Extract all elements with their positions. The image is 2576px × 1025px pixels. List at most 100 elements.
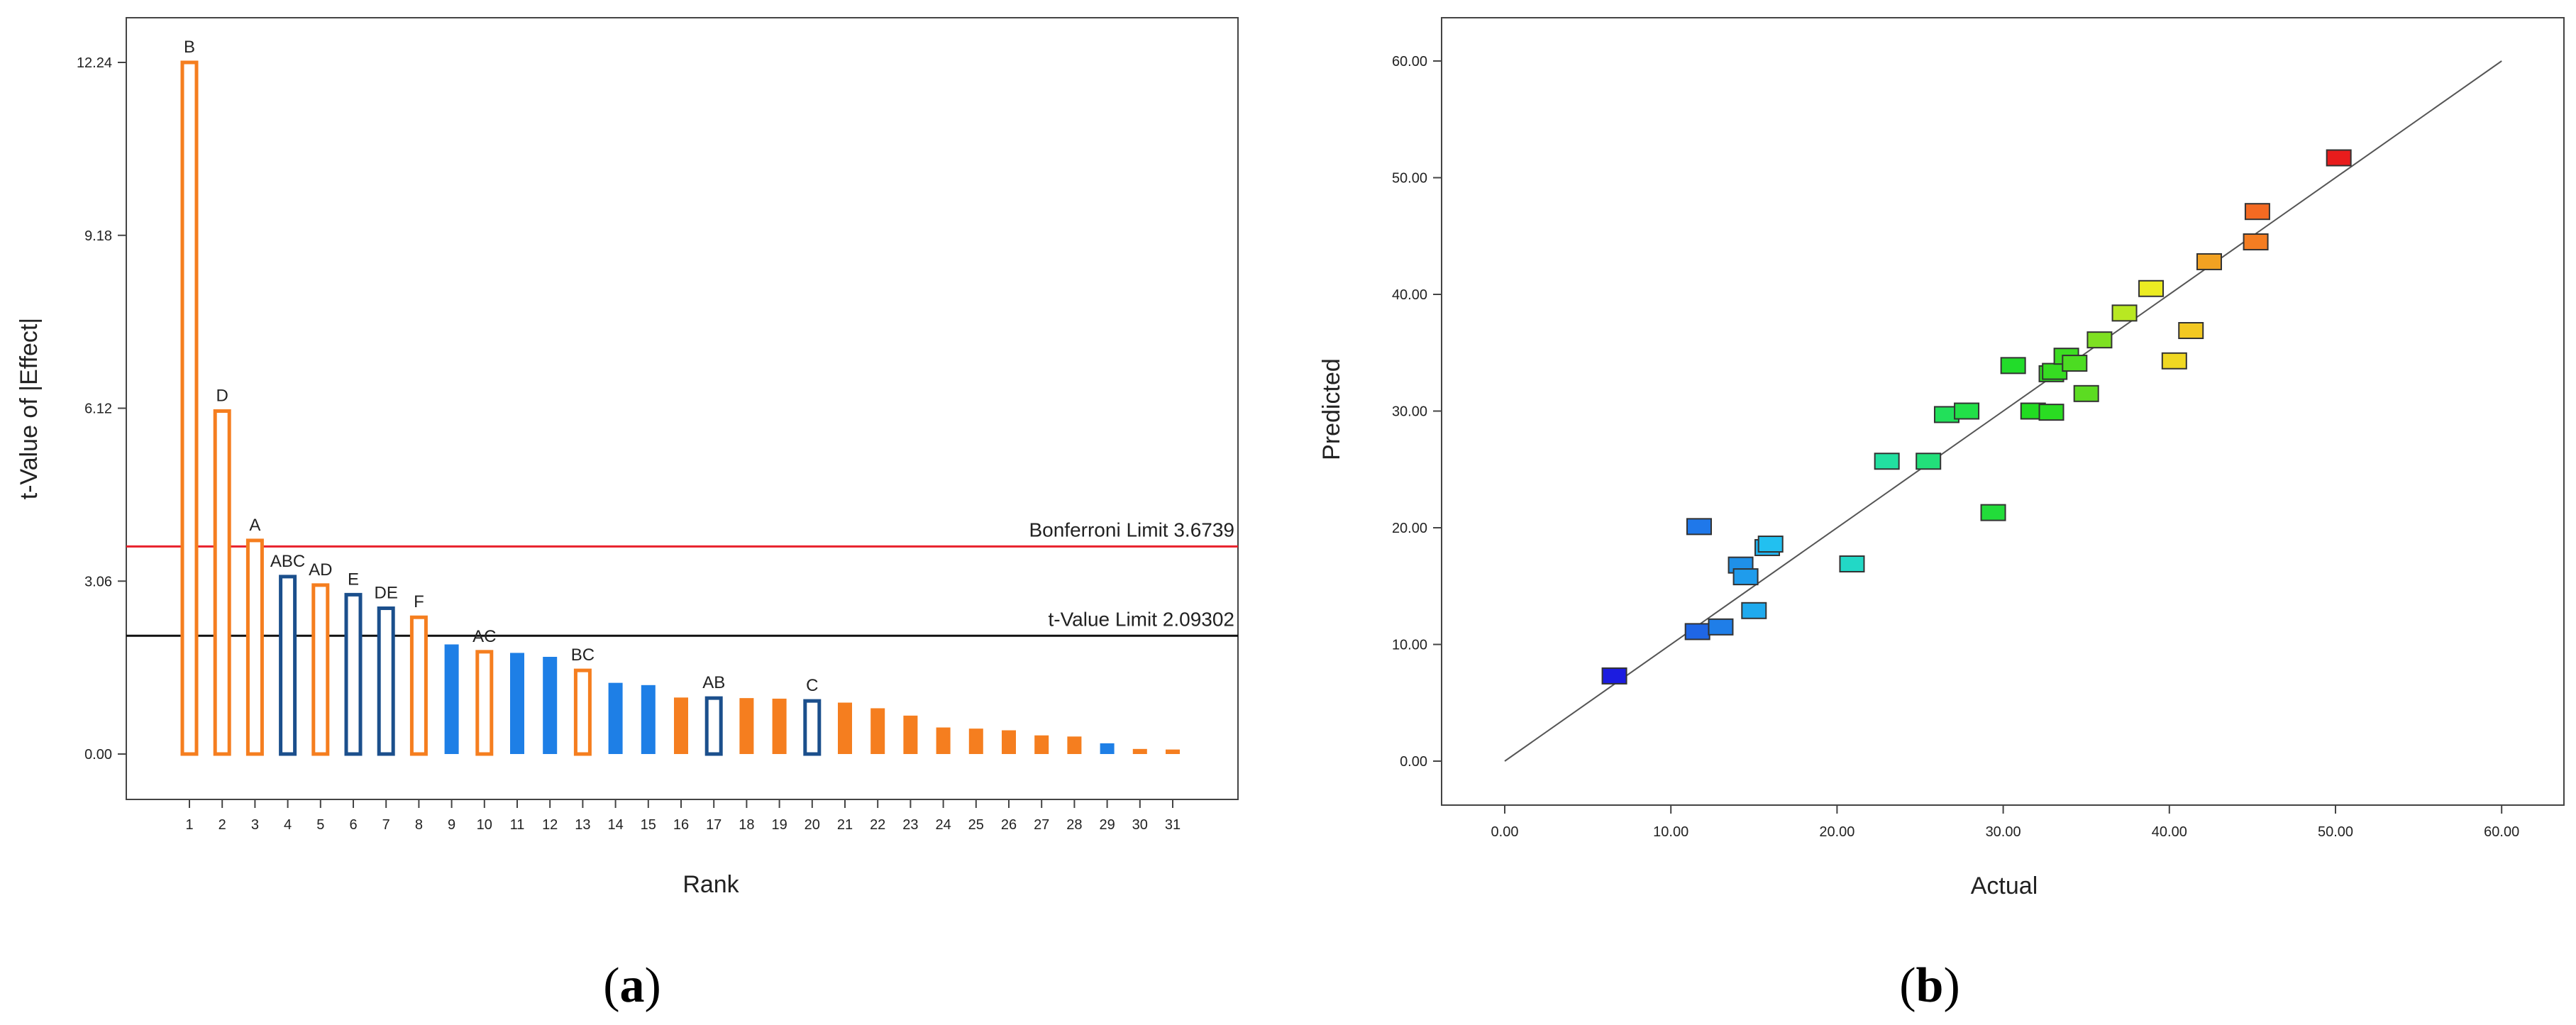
chart-a-limit-label: Bonferroni Limit 3.6739 — [1029, 519, 1234, 541]
chart-b-point — [2243, 233, 2269, 250]
chart-a-bar — [213, 409, 231, 756]
chart-a-x-tick-label: 7 — [382, 817, 390, 833]
chart-a-bar — [180, 60, 199, 756]
chart-a-x-tick-label: 19 — [771, 817, 787, 833]
chart-b-point — [2038, 404, 2064, 421]
chart-b-y-tick-label: 0.00 — [1400, 754, 1427, 770]
chart-a-x-tick-label: 20 — [805, 817, 820, 833]
chart-b-x-tick-label: 0.00 — [1491, 824, 1519, 840]
chart-b-point — [1732, 568, 1759, 586]
chart-a-bar — [704, 696, 723, 756]
chart-a-bar-label: AD — [309, 560, 332, 580]
chart-a-x-tick-label: 29 — [1099, 817, 1115, 833]
chart-b-point — [2111, 304, 2138, 322]
panel-b-caption: (b) — [1899, 958, 1960, 1013]
chart-a-x-tick-label: 13 — [575, 817, 590, 833]
chart-a-bar — [409, 615, 428, 756]
chart-b-point — [2244, 203, 2270, 221]
chart-b-y-tick-label: 50.00 — [1392, 171, 1427, 187]
chart-a-x-tick-label: 2 — [219, 817, 226, 833]
chart-b-point — [1954, 402, 1980, 420]
chart-a-bar — [870, 708, 885, 754]
chart-a-y-tick-label: 3.06 — [84, 574, 112, 589]
chart-a-x-tick-label: 18 — [739, 817, 754, 833]
chart-a-bar — [510, 653, 524, 754]
chart-a-bar — [1166, 749, 1180, 754]
chart-b-point — [1874, 453, 1900, 470]
chart-a-x-tick-label: 4 — [284, 817, 292, 833]
chart-a-bar — [903, 715, 918, 754]
chart-a-x-tick-label: 17 — [706, 817, 722, 833]
chart-a-x-tick-label: 26 — [1001, 817, 1017, 833]
chart-b-point — [1757, 536, 1784, 553]
chart-b-point — [2086, 331, 2113, 349]
chart-a-bar — [475, 650, 494, 756]
chart-b-x-tick-label: 20.00 — [1819, 824, 1854, 840]
chart-b-point — [2326, 149, 2352, 167]
chart-a-x-tick-label: 15 — [641, 817, 656, 833]
chart-a-x-tick-label: 1 — [185, 817, 193, 833]
chart-a-bar — [1002, 730, 1016, 754]
chart-a-bar — [573, 668, 592, 756]
chart-b-point — [1916, 453, 1942, 470]
chart-b-y-tick-label: 40.00 — [1392, 287, 1427, 303]
chart-a-bar — [311, 583, 330, 756]
chart-b-x-tick-label: 50.00 — [2318, 824, 2353, 840]
chart-a-bar — [1132, 748, 1147, 754]
chart-b-point — [1601, 667, 1627, 685]
chart-b-point — [1686, 518, 1713, 536]
chart-a-bar — [279, 575, 297, 756]
chart-a-bar — [344, 592, 363, 756]
chart-a-x-tick-label: 5 — [316, 817, 324, 833]
chart-b-point — [1684, 623, 1710, 641]
chart-b-point — [2196, 253, 2223, 270]
chart-a-bar — [377, 606, 395, 756]
chart-a-y-axis-label: t-Value of |Effect| — [16, 318, 43, 499]
chart-a-x-tick-label: 22 — [870, 817, 885, 833]
chart-b-point — [1980, 504, 2006, 521]
chart-b-x-tick-label: 40.00 — [2152, 824, 2187, 840]
chart-a-bar — [245, 538, 264, 756]
chart-b-point — [2161, 352, 2187, 370]
chart-a-bar — [444, 644, 459, 754]
chart-a-bar — [1100, 743, 1115, 754]
chart-a-y-tick-label: 0.00 — [84, 747, 112, 763]
chart-b-y-tick-label: 60.00 — [1392, 54, 1427, 70]
chart-a-x-tick-label: 8 — [415, 817, 423, 833]
chart-a-bar — [936, 727, 951, 754]
chart-a-x-tick-label: 24 — [935, 817, 951, 833]
chart-a-bar — [772, 698, 787, 754]
panel-a-caption: (a) — [603, 958, 661, 1013]
chart-a-y-tick-label: 6.12 — [84, 401, 112, 417]
chart-a-bar — [543, 656, 558, 754]
chart-b-point — [2178, 321, 2204, 339]
chart-a-x-tick-label: 31 — [1165, 817, 1181, 833]
chart-a-x-tick-label: 25 — [968, 817, 984, 833]
chart-b-point — [2062, 355, 2088, 372]
chart-a-x-tick-label: 9 — [448, 817, 455, 833]
chart-a-bar-label: BC — [571, 646, 595, 665]
chart-a-x-tick-label: 23 — [902, 817, 918, 833]
chart-a-bar-label: D — [216, 386, 228, 405]
chart-b-y-axis-label: Predicted — [1318, 358, 1345, 460]
chart-a-bar-label: AC — [472, 627, 496, 646]
chart-a-x-tick-label: 10 — [477, 817, 492, 833]
chart-b-point — [1708, 618, 1734, 636]
chart-a-bar-label: F — [414, 592, 424, 611]
chart-b-y-tick-label: 20.00 — [1392, 521, 1427, 536]
chart-a-bar-label: E — [348, 570, 359, 589]
chart-b-x-tick-label: 30.00 — [1986, 824, 2021, 840]
chart-a-x-tick-label: 14 — [607, 817, 623, 833]
chart-a-bar — [1034, 735, 1049, 754]
chart-a-x-tick-label: 21 — [837, 817, 853, 833]
chart-a-plot-frame — [126, 17, 1239, 800]
chart-b-point — [1839, 555, 1865, 572]
chart-a-y-tick-label: 12.24 — [77, 55, 112, 71]
chart-a-x-tick-label: 6 — [349, 817, 357, 833]
chart-a-bar — [838, 702, 852, 754]
chart-b-point — [2073, 384, 2099, 402]
chart-a-x-tick-label: 30 — [1132, 817, 1148, 833]
chart-a-bar-label: AB — [702, 673, 725, 692]
